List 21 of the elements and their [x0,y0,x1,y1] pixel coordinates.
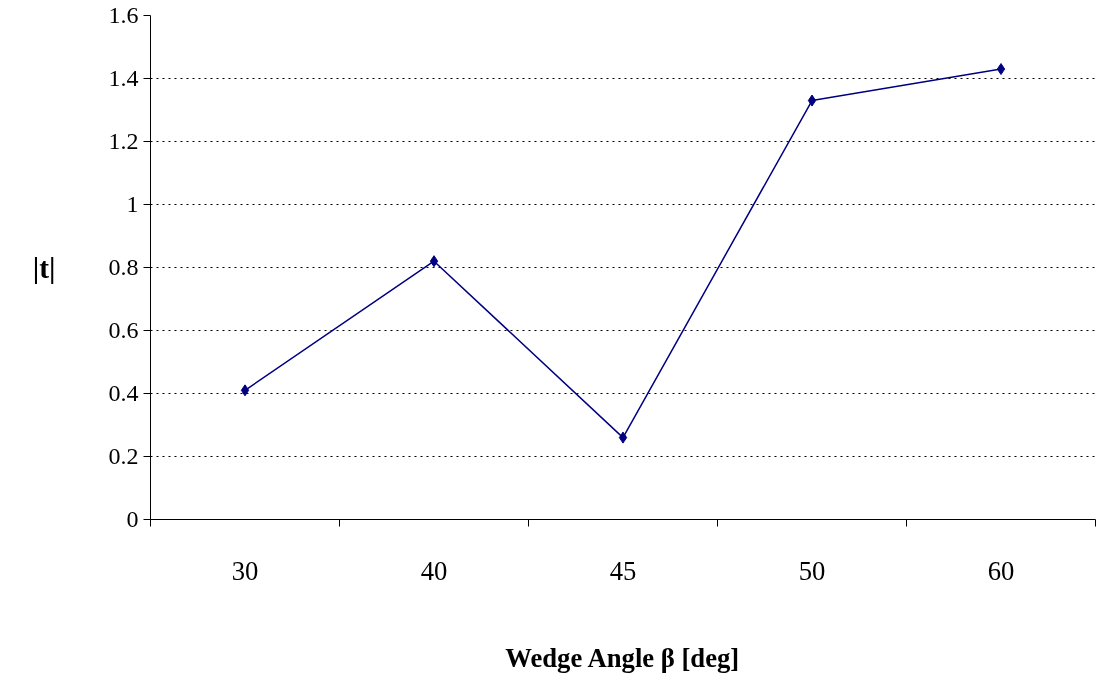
point [618,431,628,444]
point [996,63,1006,76]
y-tick-label: 0 [126,506,139,532]
point [429,255,439,268]
y-tick-label: 1.4 [108,65,139,91]
y-axis-title: |t| [32,251,56,284]
x-tick-label: 50 [798,555,826,586]
y-tick-label: 0.8 [108,254,139,280]
x-tick-label: 40 [420,555,448,586]
x-tick-label: 45 [609,555,637,586]
y-tick-label: 0.6 [108,317,139,343]
point [240,384,250,397]
y-tick-label: 1 [126,191,139,217]
y-tick-label: 1.2 [108,128,139,154]
y-tick-label: 1.6 [108,2,139,28]
x-axis-title: Wedge Angle β [deg] [505,642,740,673]
point [807,94,817,107]
x-tick-label: 60 [987,555,1015,586]
y-tick-label: 0.2 [108,443,139,469]
y-tick-label: 0.4 [108,380,139,406]
x-tick-label: 30 [231,555,259,586]
